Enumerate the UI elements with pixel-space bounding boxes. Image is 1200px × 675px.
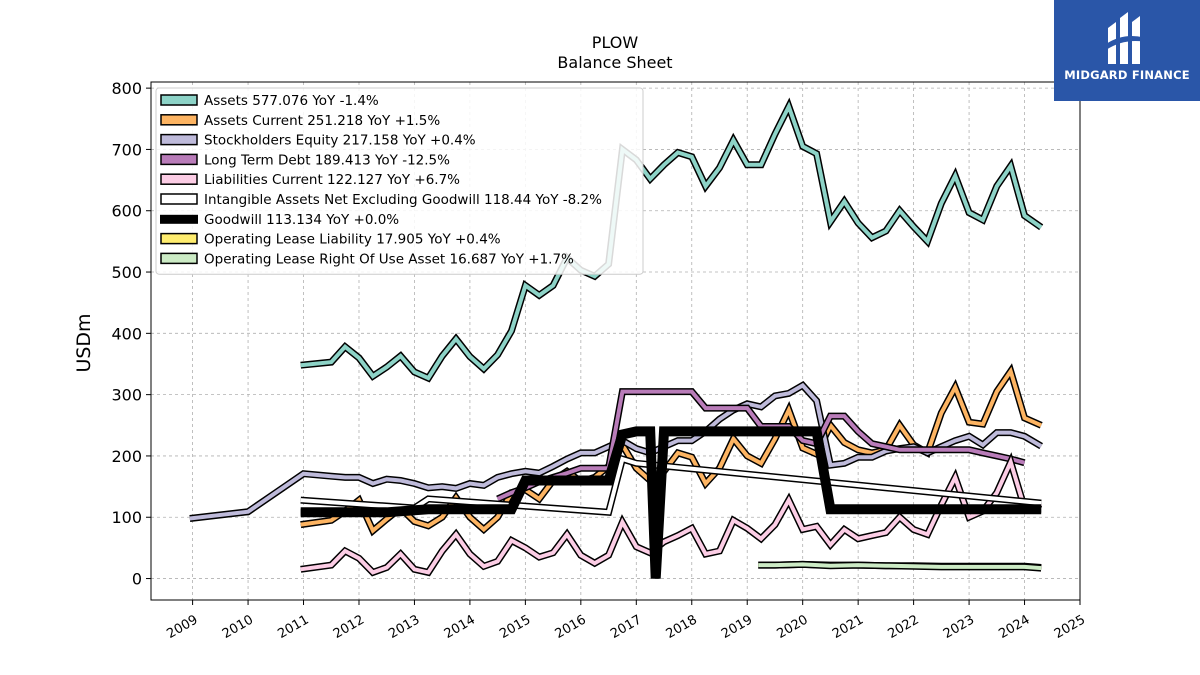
legend-label: Operating Lease Liability 17.905 YoY +0.… bbox=[204, 232, 501, 248]
legend-item: Operating Lease Right Of Use Asset 16.68… bbox=[160, 251, 574, 267]
x-tick-label: 2019 bbox=[719, 612, 755, 642]
series-line bbox=[300, 427, 1042, 579]
chart-title: PLOW bbox=[592, 33, 639, 52]
series-line bbox=[300, 456, 1042, 575]
x-tick-label: 2023 bbox=[941, 612, 977, 642]
y-tick-label: 400 bbox=[111, 324, 142, 343]
x-tick-label: 2021 bbox=[830, 612, 866, 642]
legend-label: Long Term Debt 189.413 YoY -12.5% bbox=[204, 152, 450, 168]
legend-swatch bbox=[160, 232, 198, 245]
legend-label: Stockholders Equity 217.158 YoY +0.4% bbox=[204, 133, 476, 149]
x-tick-label: 2022 bbox=[885, 612, 921, 642]
legend-item: Long Term Debt 189.413 YoY -12.5% bbox=[160, 152, 450, 168]
legend-swatch bbox=[160, 173, 198, 185]
series-line bbox=[300, 101, 1043, 381]
legend-item: Goodwill 113.134 YoY +0.0% bbox=[160, 212, 399, 228]
legend-swatch bbox=[160, 133, 198, 146]
x-tick-label: 2012 bbox=[331, 612, 367, 642]
legend-item: Assets Current 251.218 YoY +1.5% bbox=[160, 113, 440, 129]
legend-box bbox=[155, 87, 644, 275]
y-tick-label: 200 bbox=[111, 447, 142, 466]
brand-name: MIDGARD FINANCE bbox=[1064, 68, 1190, 82]
legend-item: Intangible Assets Net Excluding Goodwill… bbox=[160, 192, 602, 208]
legend-item: Liabilities Current 122.127 YoY +6.7% bbox=[160, 172, 460, 188]
y-tick-label: 600 bbox=[111, 202, 142, 221]
x-tick-label: 2009 bbox=[164, 612, 200, 642]
series-0 bbox=[300, 97, 1044, 383]
x-tick-label: 2010 bbox=[220, 612, 256, 642]
legend-swatch bbox=[160, 193, 198, 205]
y-tick-label: 0 bbox=[132, 570, 142, 589]
y-axis-label: USDm bbox=[73, 313, 95, 372]
legend: Assets 577.076 YoY -1.4% Assets Current 2… bbox=[155, 87, 644, 275]
legend-label: Goodwill 113.134 YoY +0.0% bbox=[204, 212, 399, 228]
x-tick-label: 2024 bbox=[996, 612, 1032, 642]
x-tick-label: 2016 bbox=[553, 612, 589, 642]
x-tick-label: 2014 bbox=[442, 612, 478, 642]
x-tick-label: 2018 bbox=[664, 612, 700, 642]
legend-swatch bbox=[160, 114, 198, 126]
chart-subtitle: Balance Sheet bbox=[557, 53, 672, 72]
x-tick-label: 2013 bbox=[386, 612, 422, 642]
x-tick-label: 2017 bbox=[608, 612, 644, 642]
legend-swatch bbox=[160, 252, 198, 265]
legend-swatch bbox=[160, 214, 198, 224]
series-lines bbox=[189, 97, 1044, 579]
legend-label: Assets 577.076 YoY -1.4% bbox=[204, 93, 379, 109]
legend-item: Assets 577.076 YoY -1.4% bbox=[160, 93, 379, 109]
legend-label: Assets Current 251.218 YoY +1.5% bbox=[204, 113, 440, 129]
series-8 bbox=[758, 560, 1042, 572]
midgard-logo-icon bbox=[1106, 12, 1146, 64]
x-tick-label: 2020 bbox=[775, 612, 811, 642]
y-tick-label: 700 bbox=[111, 140, 142, 159]
legend-item: Stockholders Equity 217.158 YoY +0.4% bbox=[160, 133, 476, 149]
plot-frame bbox=[150, 81, 1081, 601]
legend-label: Liabilities Current 122.127 YoY +6.7% bbox=[204, 172, 460, 188]
series-4 bbox=[300, 452, 1043, 577]
y-tick-label: 500 bbox=[111, 263, 142, 282]
series-line bbox=[758, 562, 1042, 571]
x-tick-label: 2011 bbox=[275, 612, 311, 642]
legend-swatch bbox=[160, 94, 198, 106]
x-tick-label: 2025 bbox=[1052, 612, 1088, 642]
series-6 bbox=[300, 426, 1042, 579]
legend-swatch bbox=[160, 153, 198, 166]
x-tick-label: 2015 bbox=[497, 612, 533, 642]
y-tick-label: 100 bbox=[111, 508, 142, 527]
y-tick-label: 800 bbox=[111, 79, 142, 98]
brand-logo: MIDGARD FINANCE bbox=[1054, 0, 1200, 101]
y-tick-label: 300 bbox=[111, 386, 142, 405]
legend-label: Operating Lease Right Of Use Asset 16.68… bbox=[204, 251, 574, 267]
legend-item: Operating Lease Liability 17.905 YoY +0.… bbox=[160, 232, 501, 248]
legend-label: Intangible Assets Net Excluding Goodwill… bbox=[204, 192, 602, 208]
